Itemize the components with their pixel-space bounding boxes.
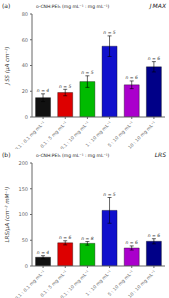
- svg-text:n = 4: n = 4: [37, 88, 49, 93]
- svg-text:o-CNH:PEI₅ (mg mL⁻¹ : mg mL⁻¹): o-CNH:PEI₅ (mg mL⁻¹ : mg mL⁻¹): [36, 4, 110, 9]
- svg-text:40: 40: [22, 62, 28, 68]
- svg-text:5 : 10 mg mL⁻¹: 5 : 10 mg mL⁻¹: [106, 120, 135, 148]
- svg-text:5 : 10 mg mL⁻¹: 5 : 10 mg mL⁻¹: [106, 269, 135, 297]
- svg-text:0.1 : 5 mg mL⁻¹: 0.1 : 5 mg mL⁻¹: [39, 120, 69, 149]
- svg-text:0: 0: [25, 114, 28, 120]
- svg-text:n = 5: n = 5: [103, 30, 115, 35]
- svg-text:10 : 10 mg mL⁻¹: 10 : 10 mg mL⁻¹: [127, 120, 157, 149]
- svg-text:200: 200: [18, 160, 28, 166]
- svg-text:LRS: LRS: [155, 151, 161, 158]
- svg-text:n = 5: n = 5: [59, 84, 71, 89]
- svg-text:o-CNH:PEI₅ (mg mL⁻¹ : mg mL⁻¹): o-CNH:PEI₅ (mg mL⁻¹ : mg mL⁻¹): [36, 153, 110, 158]
- svg-text:80: 80: [22, 11, 28, 17]
- svg-text:n = 4: n = 4: [37, 250, 49, 255]
- svg-text:1 : 10 mg mL⁻¹: 1 : 10 mg mL⁻¹: [84, 269, 113, 297]
- svg-text:1 : 10 mg mL⁻¹: 1 : 10 mg mL⁻¹: [84, 120, 113, 148]
- svg-text:100: 100: [18, 211, 28, 217]
- svg-text:150: 150: [18, 186, 28, 192]
- svg-text:n = 6: n = 6: [59, 235, 71, 240]
- svg-text:LRS/μA (cm⁻² mM⁻¹): LRS/μA (cm⁻² mM⁻¹): [8, 187, 11, 243]
- svg-text:J SS (μA cm⁻²): J SS (μA cm⁻²): [8, 46, 11, 85]
- svg-text:0.1 : 5 mg mL⁻¹: 0.1 : 5 mg mL⁻¹: [39, 269, 69, 298]
- svg-text:n = 6: n = 6: [126, 240, 138, 245]
- svg-text:20: 20: [22, 88, 28, 94]
- svg-text:(a): (a): [8, 2, 10, 9]
- svg-text:n = 6: n = 6: [148, 233, 160, 238]
- svg-text:n = 5: n = 5: [103, 192, 115, 197]
- svg-text:10 : 10 mg mL⁻¹: 10 : 10 mg mL⁻¹: [127, 269, 157, 298]
- svg-text:(b): (b): [8, 151, 11, 158]
- svg-text:0: 0: [25, 263, 28, 269]
- svg-text:n = 5: n = 5: [81, 70, 93, 75]
- svg-text:n = 8: n = 8: [81, 236, 93, 241]
- svg-text:50: 50: [22, 237, 28, 243]
- svg-text:n = 6: n = 6: [148, 56, 160, 61]
- svg-text:n = 6: n = 6: [126, 75, 138, 80]
- svg-text:J MAX: J MAX: [149, 2, 161, 10]
- svg-text:60: 60: [22, 37, 28, 43]
